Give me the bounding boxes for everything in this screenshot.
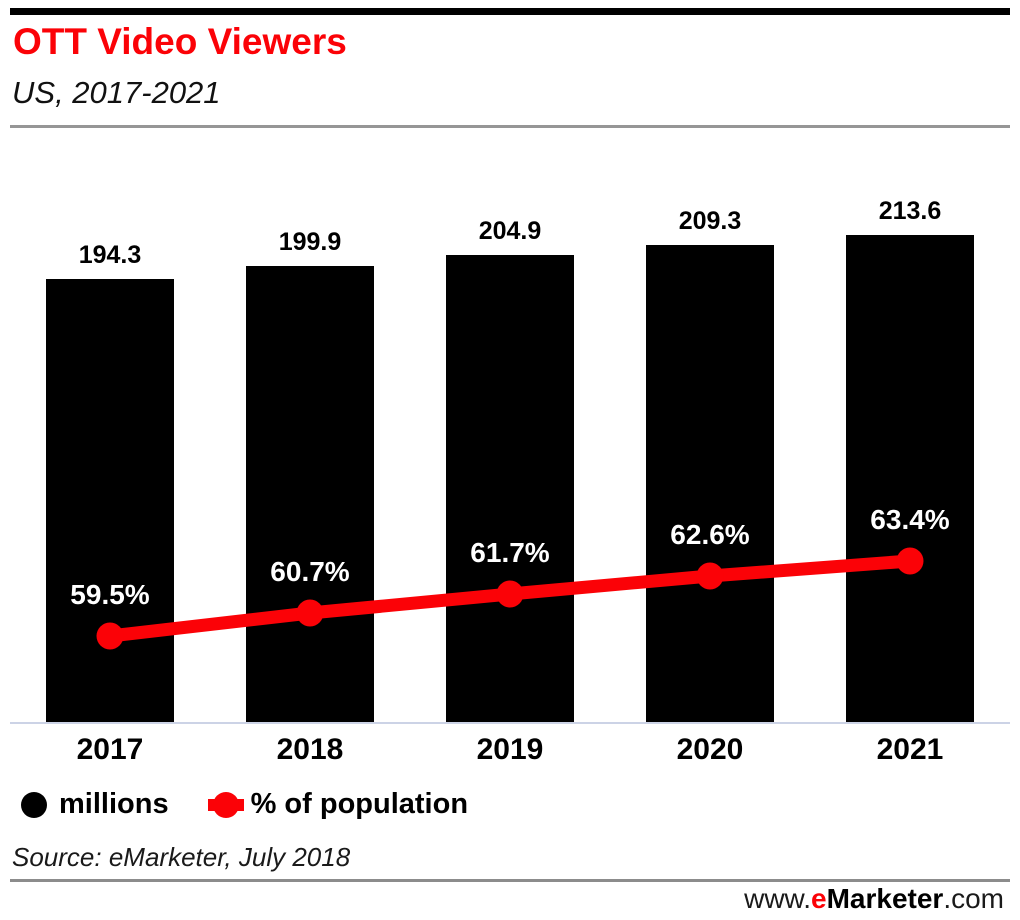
header-divider xyxy=(10,125,1010,128)
line-series-marker-icon xyxy=(207,791,244,818)
top-divider xyxy=(10,8,1010,15)
x-axis-line xyxy=(10,722,1010,724)
bar-value-label-2019: 204.9 xyxy=(478,217,542,245)
footer-divider xyxy=(10,879,1010,882)
bar-2019 xyxy=(446,255,574,722)
line-value-label-2021: 63.4% xyxy=(870,504,950,535)
legend-label-millions: millions xyxy=(59,788,169,820)
url-prefix: www. xyxy=(744,883,811,914)
x-axis-label-2017: 2017 xyxy=(76,733,144,766)
bar-2021 xyxy=(846,235,974,722)
bar-value-label-2018: 199.9 xyxy=(278,228,342,256)
source-note: Source: eMarketer, July 2018 xyxy=(12,842,351,872)
bar-value-label-2021: 213.6 xyxy=(878,197,942,225)
line-value-label-2018: 60.7% xyxy=(270,556,350,587)
brand-rest: Marketer xyxy=(826,883,944,914)
site-url: www.eMarketer.com xyxy=(744,883,1004,915)
bar-2017 xyxy=(46,279,174,722)
bar-series-marker-icon xyxy=(21,791,47,818)
line-value-label-2017: 59.5% xyxy=(70,579,150,610)
x-axis-label-2021: 2021 xyxy=(876,733,944,766)
legend-label-pct-of-population: % of population xyxy=(250,788,469,820)
chart-title: OTT Video Viewers xyxy=(13,21,347,62)
chart-subtitle: US, 2017-2021 xyxy=(12,75,221,110)
x-axis-label-2020: 2020 xyxy=(676,733,744,766)
line-value-label-2020: 62.6% xyxy=(670,519,750,550)
x-axis-label-2019: 2019 xyxy=(476,733,544,766)
legend-item-millions: millions xyxy=(21,788,169,821)
line-value-label-2019: 61.7% xyxy=(470,537,550,568)
bar-value-label-2020: 209.3 xyxy=(678,207,742,235)
legend-item-pct-of-population: % of population xyxy=(207,788,469,821)
bar-2020 xyxy=(646,245,774,722)
x-axis-label-2018: 2018 xyxy=(276,733,344,766)
bar-value-label-2017: 194.3 xyxy=(78,241,142,269)
url-suffix: .com xyxy=(943,883,1004,914)
brand-e: e xyxy=(811,883,827,914)
legend: millions % of population xyxy=(21,788,512,821)
bar-2018 xyxy=(246,266,374,722)
